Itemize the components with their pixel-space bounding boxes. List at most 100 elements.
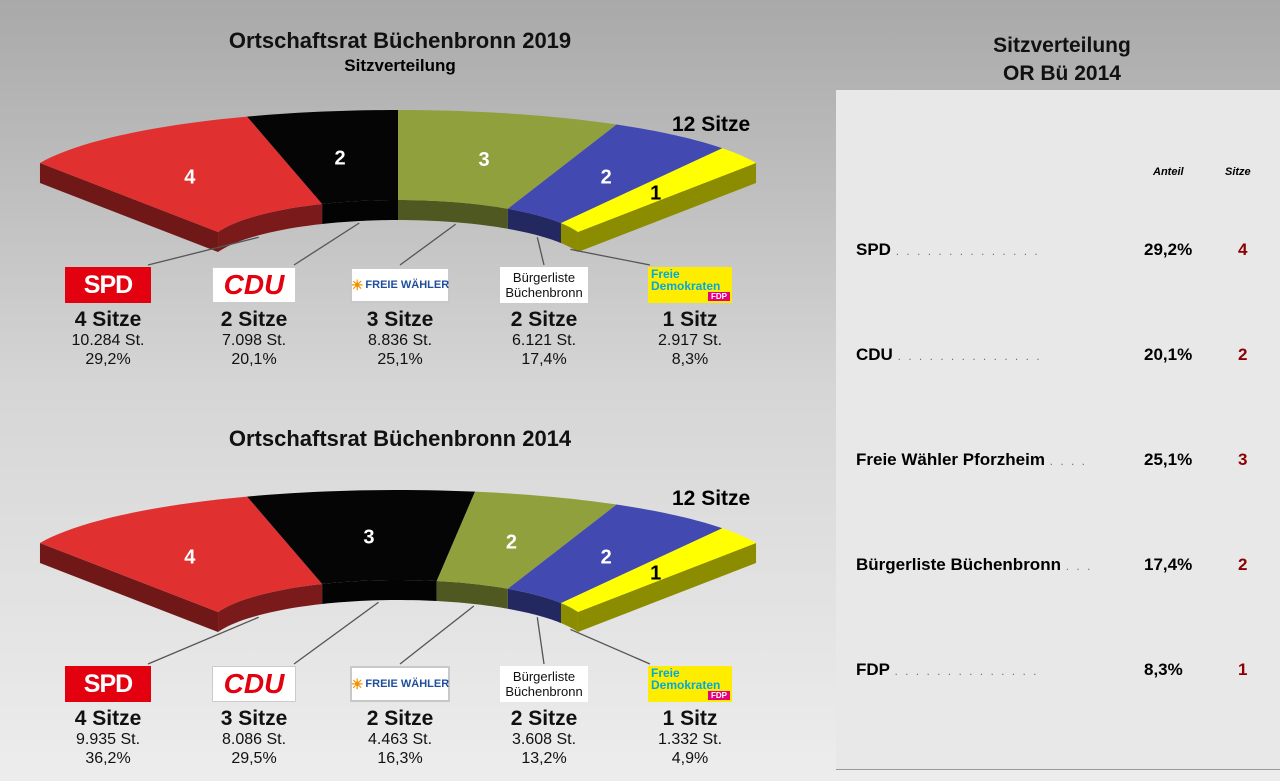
party-seats: 2 Sitze bbox=[366, 707, 434, 730]
segment-freie-w-hler bbox=[436, 491, 617, 589]
total-seats-2019: 12 Sitze bbox=[672, 113, 751, 136]
row-party: CDU . . . . . . . . . . . . . . bbox=[856, 345, 1042, 364]
spd-logo: SPD bbox=[65, 267, 151, 303]
segment-b-rgerliste-b-chenbronn bbox=[507, 124, 723, 224]
panel-title-line2: OR Bü 2014 bbox=[1003, 62, 1121, 85]
segment-spd bbox=[39, 116, 323, 232]
segment-cdu bbox=[247, 490, 476, 584]
party-seats: 2 Sitze bbox=[510, 707, 578, 730]
party-seats: 4 Sitze bbox=[74, 308, 142, 331]
party-votes: 3.608 St. bbox=[511, 731, 577, 748]
sun-icon: ☀ bbox=[350, 276, 364, 293]
row-seats: 4 bbox=[1238, 240, 1248, 259]
sun-icon: ☀ bbox=[350, 675, 364, 692]
segment-side bbox=[507, 208, 561, 244]
party-percent: 29,5% bbox=[231, 750, 277, 767]
party-votes: 1.332 St. bbox=[657, 731, 723, 748]
segment-seat-label: 2 bbox=[335, 147, 346, 169]
party-votes: 7.098 St. bbox=[221, 332, 287, 349]
party-percent: 36,2% bbox=[85, 750, 131, 767]
row-party: SPD . . . . . . . . . . . . . . bbox=[856, 240, 1040, 259]
segment-seat-label: 3 bbox=[479, 149, 490, 171]
party-votes: 6.121 St. bbox=[511, 332, 577, 349]
row-share: 20,1% bbox=[1144, 345, 1193, 364]
col-header-seats: Sitze bbox=[1225, 166, 1251, 178]
chart-title-2019: Ortschaftsrat Büchenbronn 2019 bbox=[228, 28, 572, 53]
party-seats: 1 Sitz bbox=[662, 308, 718, 331]
party-result: CDU 3 Sitze 8.086 St. 29,5% bbox=[184, 666, 324, 768]
segment-seat-label: 2 bbox=[601, 546, 612, 568]
spd-logo: SPD bbox=[65, 666, 151, 702]
row-share: 25,1% bbox=[1144, 450, 1193, 469]
segment-fdp bbox=[560, 528, 757, 612]
fdp-logo: Freie Demokraten FDP bbox=[648, 666, 732, 702]
party-percent: 25,1% bbox=[377, 351, 423, 368]
party-result: SPD 4 Sitze 9.935 St. 36,2% bbox=[38, 666, 178, 768]
segment-end-cap bbox=[577, 542, 757, 632]
segment-side bbox=[560, 603, 578, 632]
cdu-logo: CDU bbox=[212, 267, 296, 303]
segment-b-rgerliste-b-chenbronn bbox=[507, 504, 723, 604]
party-percent: 17,4% bbox=[521, 351, 567, 368]
segment-side bbox=[507, 588, 561, 624]
party-percent: 13,2% bbox=[521, 750, 567, 767]
party-result: Bürgerliste Büchenbronn 2 Sitze 6.121 St. 17… bbox=[474, 267, 614, 369]
leader-line bbox=[293, 222, 360, 266]
party-votes: 4.463 St. bbox=[367, 731, 433, 748]
party-result: Freie Demokraten FDP 1 Sitz 1.332 St. 4,9% bbox=[620, 666, 760, 768]
segment-seat-label: 2 bbox=[506, 531, 517, 553]
party-seats: 3 Sitze bbox=[220, 707, 288, 730]
party-percent: 8,3% bbox=[671, 351, 709, 368]
chart-subtitle-2019: Sitzverteilung bbox=[344, 56, 456, 75]
leader-line bbox=[147, 236, 259, 266]
buergerliste-logo: Bürgerliste Büchenbronn bbox=[500, 267, 588, 303]
row-seats: 1 bbox=[1238, 660, 1248, 679]
segment-side bbox=[436, 581, 508, 609]
leader-line bbox=[147, 616, 259, 665]
segment-side bbox=[218, 583, 323, 632]
segment-side bbox=[218, 203, 323, 252]
party-seats: 4 Sitze bbox=[74, 707, 142, 730]
segment-fdp bbox=[560, 148, 757, 232]
panel-title-line1: Sitzverteilung bbox=[993, 34, 1131, 57]
row-party: Bürgerliste Büchenbronn . . . bbox=[856, 555, 1093, 574]
party-percent: 16,3% bbox=[377, 750, 423, 767]
segment-end-cap bbox=[577, 162, 757, 252]
segment-cdu bbox=[247, 110, 398, 204]
panel-row: Freie Wähler Pforzheim . . . . 25,1% 3 bbox=[856, 450, 1256, 470]
party-result: CDU 2 Sitze 7.098 St. 20,1% bbox=[184, 267, 324, 369]
segment-seat-label: 2 bbox=[601, 166, 612, 188]
party-seats: 2 Sitze bbox=[510, 308, 578, 331]
segment-end-cap bbox=[39, 542, 219, 632]
segment-freie-w-hler bbox=[398, 110, 617, 209]
party-percent: 4,9% bbox=[671, 750, 709, 767]
party-result: ☀ FREIE WÄHLER 3 Sitze 8.836 St. 25,1% bbox=[330, 267, 470, 369]
party-votes: 8.086 St. bbox=[221, 731, 287, 748]
party-result: SPD 4 Sitze 10.284 St. 29,2% bbox=[38, 267, 178, 369]
party-percent: 29,2% bbox=[85, 351, 131, 368]
leader-line bbox=[570, 248, 651, 266]
segment-side bbox=[398, 200, 508, 229]
row-seats: 3 bbox=[1238, 450, 1248, 469]
freie-waehler-logo: ☀ FREIE WÄHLER bbox=[350, 666, 450, 702]
panel-row: SPD . . . . . . . . . . . . . . 29,2% 4 bbox=[856, 240, 1256, 260]
party-percent: 20,1% bbox=[231, 351, 277, 368]
segment-seat-label: 1 bbox=[650, 562, 661, 584]
segment-seat-label: 1 bbox=[650, 182, 661, 204]
panel-row: FDP . . . . . . . . . . . . . . 8,3% 1 bbox=[856, 660, 1256, 680]
party-votes: 10.284 St. bbox=[71, 332, 145, 349]
segment-seat-label: 4 bbox=[184, 546, 196, 568]
segment-side bbox=[322, 580, 437, 604]
party-seats: 3 Sitze bbox=[366, 308, 434, 331]
segment-end-cap bbox=[39, 162, 219, 252]
panel-row: Bürgerliste Büchenbronn . . . 17,4% 2 bbox=[856, 555, 1256, 575]
row-party: FDP . . . . . . . . . . . . . . bbox=[856, 660, 1039, 679]
row-share: 8,3% bbox=[1144, 660, 1183, 679]
leader-line bbox=[399, 605, 475, 665]
party-result: Bürgerliste Büchenbronn 2 Sitze 3.608 St. 13… bbox=[474, 666, 614, 768]
cdu-logo: CDU bbox=[212, 666, 296, 702]
party-result: ☀ FREIE WÄHLER 2 Sitze 4.463 St. 16,3% bbox=[330, 666, 470, 768]
row-party: Freie Wähler Pforzheim . . . . bbox=[856, 450, 1088, 469]
leader-line bbox=[293, 601, 379, 665]
party-votes: 9.935 St. bbox=[75, 731, 141, 748]
